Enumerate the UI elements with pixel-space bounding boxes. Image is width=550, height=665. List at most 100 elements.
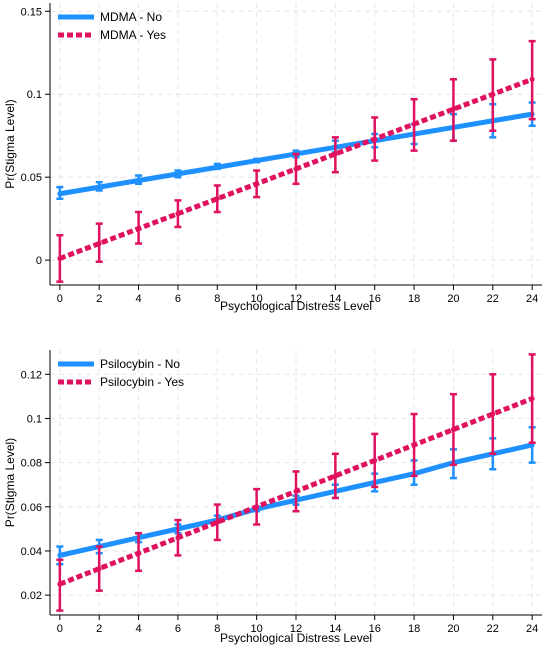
error-bar (489, 58, 497, 132)
data-point (136, 226, 142, 232)
x-tick-label: 2 (96, 623, 102, 635)
x-tick-label: 4 (135, 623, 141, 635)
data-point (490, 411, 496, 417)
x-tick-label: 24 (526, 293, 538, 305)
data-point (254, 181, 260, 187)
x-tick-label: 20 (447, 623, 459, 635)
x-tick-label: 22 (487, 293, 499, 305)
legend-label: MDMA - Yes (100, 28, 166, 42)
x-tick-label: 18 (408, 293, 420, 305)
data-point (254, 158, 260, 164)
y-tick-label: 0.02 (21, 590, 42, 602)
x-tick-label: 14 (329, 623, 341, 635)
legend-label: MDMA - No (100, 10, 162, 24)
data-point (57, 552, 63, 558)
y-axis-label: Pr(Stigma Level) (3, 438, 17, 527)
error-bar (95, 222, 103, 264)
chart-panel-2: 0 2 4 6 8 10 12 14 16 18 20 22 240.020.040.060.080.1… (3, 350, 542, 645)
error-bar (449, 78, 457, 142)
data-point (293, 166, 299, 172)
data-point (332, 473, 338, 479)
data-point (175, 171, 181, 177)
x-tick-label: 0 (57, 293, 63, 305)
y-axis-label: Pr(Stigma Level) (3, 99, 17, 188)
y-tick-label: 0.04 (21, 546, 42, 558)
y-tick-label: 0.1 (27, 413, 42, 425)
error-bar (213, 503, 221, 542)
legend-label: Psilocybin - Yes (100, 375, 184, 389)
data-point (490, 91, 496, 97)
error-bar (410, 97, 418, 152)
error-bar (489, 373, 497, 456)
x-tick-label: 18 (408, 623, 420, 635)
data-point (96, 566, 102, 572)
error-bar (213, 162, 221, 171)
error-bar (528, 39, 536, 121)
error-bar (135, 532, 143, 573)
error-bar (253, 157, 261, 164)
x-tick-label: 2 (96, 293, 102, 305)
error-bar (292, 470, 300, 513)
x-tick-label: 8 (214, 293, 220, 305)
error-bar (410, 412, 418, 478)
data-point (450, 106, 456, 112)
error-bar (56, 233, 64, 283)
y-tick-label: 0 (36, 255, 42, 267)
error-bar (135, 174, 143, 186)
legend-label: Psilocybin - No (100, 357, 180, 371)
y-tick-label: 0.05 (21, 172, 42, 184)
x-tick-label: 0 (57, 623, 63, 635)
error-bar (331, 452, 339, 500)
x-tick-label: 4 (135, 293, 141, 305)
x-axis-label: Psychological Distress Level (220, 299, 372, 313)
data-point (214, 164, 220, 170)
x-tick-label: 16 (369, 293, 381, 305)
error-bar (174, 199, 182, 229)
x-tick-label: 22 (487, 623, 499, 635)
data-point (57, 191, 63, 197)
chart-panel-1: 0 2 4 6 8 10 12 14 16 18 20 22 2400.050.10.15Psychol… (3, 3, 542, 313)
data-point (96, 184, 102, 190)
error-bar (95, 180, 103, 192)
error-bar (213, 184, 221, 214)
x-tick-label: 16 (369, 623, 381, 635)
x-tick-label: 10 (251, 623, 263, 635)
x-axis-label: Psychological Distress Level (220, 631, 372, 645)
error-bar (56, 558, 64, 612)
series-yes (56, 39, 536, 283)
data-point (175, 535, 181, 541)
legend: Psilocybin - No Psilocybin - Yes (58, 357, 184, 389)
error-bar (56, 185, 64, 200)
x-tick-label: 12 (290, 293, 302, 305)
data-point (450, 427, 456, 432)
error-bar (253, 487, 261, 526)
data-point (136, 550, 142, 556)
y-tick-label: 0.08 (21, 458, 42, 470)
x-tick-label: 24 (526, 623, 538, 635)
series-yes (56, 353, 536, 612)
error-bar (95, 545, 103, 592)
y-tick-label: 0.12 (21, 369, 42, 381)
data-point (57, 581, 63, 587)
data-point (57, 255, 63, 261)
data-point (411, 121, 417, 127)
y-tick-label: 0.06 (21, 502, 42, 514)
x-tick-label: 20 (447, 293, 459, 305)
data-point (529, 396, 535, 402)
y-tick-label: 0.1 (27, 89, 42, 101)
x-tick-label: 6 (175, 623, 181, 635)
x-tick-label: 14 (329, 293, 341, 305)
error-bar (174, 169, 182, 179)
y-tick-label: 0.15 (21, 6, 42, 18)
data-point (372, 136, 378, 142)
error-bar (331, 136, 339, 174)
error-bar (449, 392, 457, 467)
error-bar (371, 432, 379, 489)
x-tick-label: 6 (175, 293, 181, 305)
data-point (372, 457, 378, 463)
data-point (529, 76, 535, 82)
error-bar (253, 169, 261, 199)
error-bar (371, 116, 379, 162)
